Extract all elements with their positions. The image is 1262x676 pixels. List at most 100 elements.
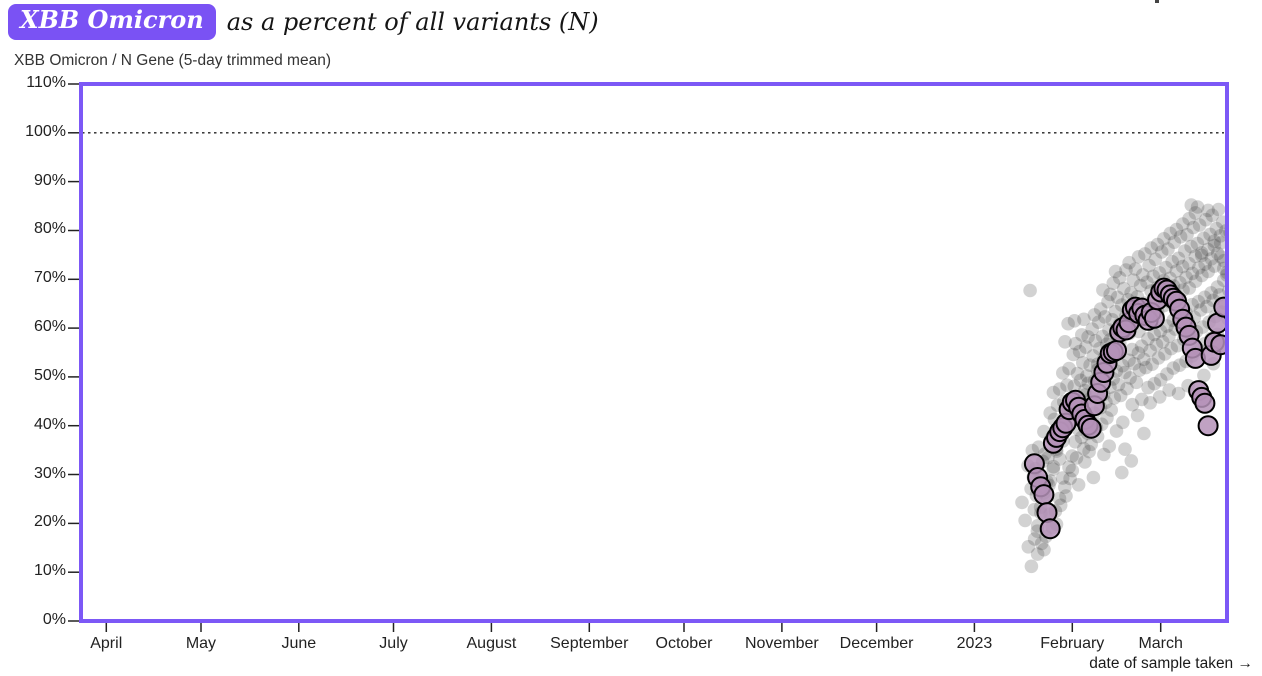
raw-data-point [1210, 246, 1225, 261]
raw-data-point [1075, 328, 1089, 342]
raw-data-point [1201, 264, 1215, 279]
raw-data-point [1147, 376, 1162, 391]
raw-data-point [1115, 358, 1130, 373]
raw-data-point [1126, 273, 1141, 288]
raw-data-point [1144, 241, 1158, 255]
raw-data-point [1023, 283, 1037, 298]
raw-data-point [1102, 439, 1116, 454]
raw-data-point [1201, 203, 1215, 218]
raw-data-point [1138, 247, 1152, 261]
raw-data-point [1027, 532, 1042, 546]
raw-data-point [1171, 386, 1186, 401]
raw-data-point [1148, 252, 1163, 267]
raw-data-point [1153, 373, 1168, 387]
raw-data-point [1140, 275, 1154, 290]
raw-data-point [1018, 513, 1032, 528]
raw-data-point [1083, 358, 1097, 373]
raw-data-point [1052, 382, 1067, 396]
raw-data-point [1207, 259, 1222, 273]
raw-data-point [1058, 335, 1072, 349]
raw-data-point [1078, 455, 1092, 469]
raw-data-point [1060, 378, 1074, 393]
raw-data-point [1149, 337, 1164, 352]
raw-data-point [1031, 440, 1046, 455]
raw-data-point [1204, 251, 1219, 266]
raw-data-point [1146, 269, 1160, 284]
trimmed-mean-point [1213, 296, 1229, 318]
raw-data-point [1116, 415, 1130, 430]
raw-data-point [1065, 449, 1079, 463]
raw-data-point [1085, 322, 1099, 336]
raw-data-point [1200, 299, 1214, 314]
raw-data-point [1101, 294, 1115, 309]
plot-border [79, 82, 1229, 623]
raw-data-point [1135, 392, 1149, 407]
raw-data-point [1062, 460, 1076, 475]
raw-data-point [1162, 383, 1176, 397]
trimmed-mean-point [1033, 484, 1055, 506]
raw-data-point [1204, 286, 1218, 300]
trimmed-mean-point [1197, 415, 1219, 437]
raw-data-point [1150, 237, 1165, 252]
raw-data-point [1104, 403, 1118, 417]
raw-data-point [1056, 366, 1070, 380]
raw-data-point [1180, 228, 1194, 242]
raw-data-point [1152, 390, 1167, 404]
raw-data-point [1199, 212, 1213, 227]
raw-data-point [1103, 287, 1117, 302]
trimmed-mean-point [1194, 392, 1216, 414]
raw-data-point [1172, 358, 1187, 373]
raw-data-point [1171, 251, 1186, 266]
raw-data-point [1182, 211, 1196, 226]
raw-data-point [1088, 334, 1103, 348]
raw-data-point [1076, 356, 1090, 370]
raw-data-point [1211, 202, 1226, 217]
raw-data-point [1165, 254, 1179, 269]
raw-data-point [1182, 281, 1197, 295]
raw-data-point [1015, 495, 1029, 510]
raw-data-point [1191, 294, 1206, 309]
raw-data-point [1207, 238, 1222, 253]
raw-data-point [1093, 302, 1108, 316]
raw-data-point [1195, 320, 1210, 334]
raw-data-point [1041, 450, 1055, 465]
raw-data-point [1071, 478, 1086, 492]
raw-data-point [1190, 200, 1205, 214]
raw-data-point [1182, 256, 1196, 271]
trimmed-mean-point [1210, 334, 1229, 356]
raw-data-point [1069, 451, 1084, 465]
raw-data-point [1068, 336, 1083, 351]
raw-data-point [1152, 266, 1167, 280]
raw-data-point [1066, 347, 1081, 362]
raw-data-point [1080, 369, 1094, 383]
raw-data-point [1030, 547, 1045, 561]
raw-data-point [1046, 385, 1061, 400]
raw-data-point [1176, 217, 1190, 231]
raw-data-point [1055, 471, 1070, 485]
raw-data-point [1113, 388, 1128, 403]
raw-data-point [1188, 206, 1203, 220]
raw-data-point [1124, 286, 1138, 300]
title-text: as a percent of all variants (N) [226, 7, 599, 36]
raw-data-point [1087, 308, 1102, 322]
raw-data-point [1196, 231, 1211, 246]
raw-data-point [1098, 310, 1112, 324]
page-title: XBB Omicron as a percent of all variants… [8, 4, 599, 40]
raw-data-point [1194, 246, 1209, 260]
raw-data-point [1210, 280, 1225, 294]
raw-data-point [1151, 351, 1166, 365]
raw-data-point [1214, 249, 1228, 264]
raw-data-point [1175, 259, 1190, 274]
chart-subtitle: XBB Omicron / N Gene (5-day trimmed mean… [14, 52, 331, 69]
raw-data-point [1079, 340, 1093, 354]
trimmed-mean-point [1080, 417, 1102, 439]
raw-data-point [1186, 220, 1201, 235]
raw-data-point [1097, 447, 1111, 462]
raw-data-point [1086, 470, 1101, 485]
raw-data-point [1072, 344, 1087, 359]
raw-data-point [1137, 426, 1151, 441]
raw-data-point [1142, 258, 1156, 273]
raw-data-point [1123, 371, 1137, 385]
raw-data-point [1184, 198, 1199, 212]
raw-data-point [1173, 230, 1188, 244]
